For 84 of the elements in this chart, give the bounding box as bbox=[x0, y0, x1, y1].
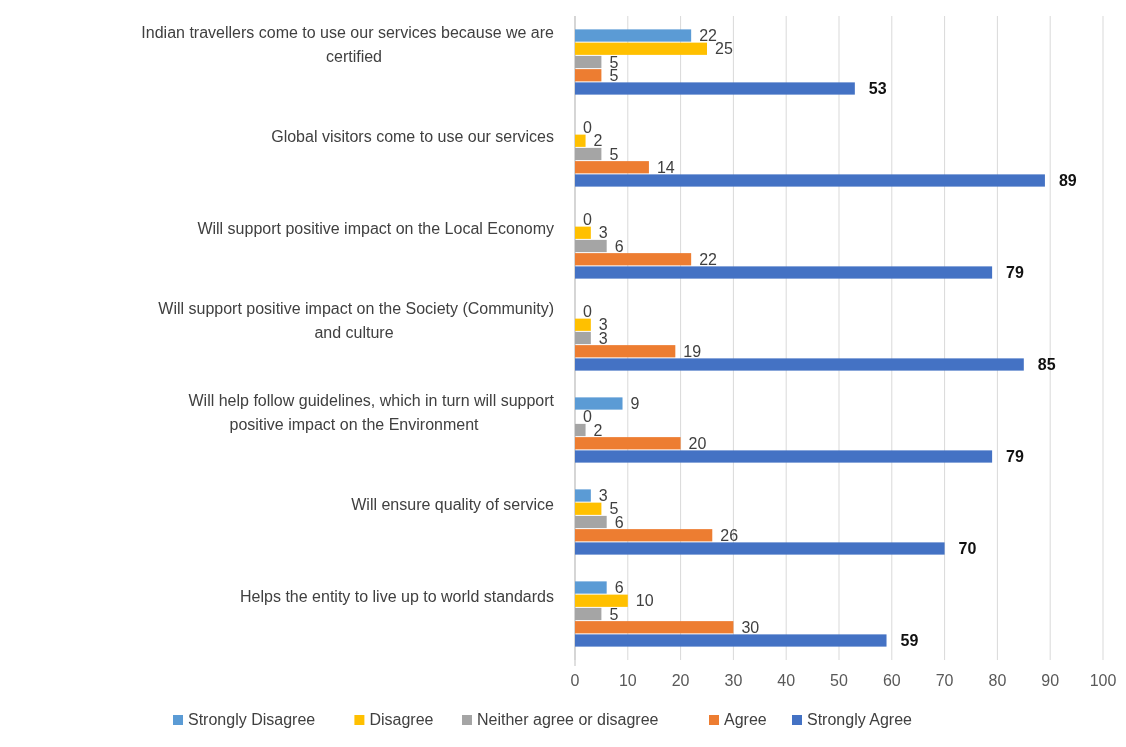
data-label: 53 bbox=[868, 80, 887, 97]
data-label: 70 bbox=[958, 540, 977, 557]
data-label: 3 bbox=[598, 224, 608, 242]
bar bbox=[575, 147, 602, 161]
data-label: 14 bbox=[656, 158, 675, 176]
x-tick-label: 10 bbox=[618, 672, 637, 689]
data-label: 89 bbox=[1058, 172, 1077, 189]
x-tick-label: 70 bbox=[935, 672, 954, 689]
bar bbox=[575, 161, 649, 174]
data-label: 3 bbox=[598, 487, 608, 504]
bar bbox=[575, 318, 591, 331]
bar bbox=[575, 437, 681, 450]
data-label: 9 bbox=[630, 395, 640, 412]
y-tick-label: Will support positive impact on the Local Economy bbox=[197, 220, 554, 237]
legend-label: Agree bbox=[724, 711, 767, 728]
y-tick-label: Will help follow guidelines, which in turn will support positive impact on the Environment bbox=[188, 392, 555, 433]
bar bbox=[575, 607, 602, 621]
data-label: 5 bbox=[609, 145, 619, 163]
bar bbox=[575, 450, 993, 463]
x-tick-label: 60 bbox=[882, 672, 901, 689]
data-label: 6 bbox=[614, 513, 624, 531]
bar bbox=[575, 621, 734, 634]
data-label: 25 bbox=[715, 40, 733, 58]
legend-label: Neither agree or disagree bbox=[477, 711, 659, 728]
data-label: 30 bbox=[741, 618, 760, 636]
bar bbox=[575, 55, 602, 69]
bar bbox=[575, 515, 607, 529]
data-label: 5 bbox=[609, 605, 619, 623]
data-label: 19 bbox=[683, 342, 702, 360]
bar bbox=[575, 423, 586, 437]
data-label: 79 bbox=[1006, 264, 1025, 281]
x-tick-label: 0 bbox=[570, 672, 580, 689]
data-label: 59 bbox=[900, 632, 919, 649]
bar bbox=[575, 489, 591, 502]
bar bbox=[575, 542, 945, 555]
y-tick-label: Global visitors come to use our services bbox=[271, 128, 554, 145]
data-label: 20 bbox=[688, 434, 707, 452]
legend-label: Strongly Agree bbox=[807, 711, 913, 728]
bar bbox=[575, 174, 1045, 187]
y-tick-label: Helps the entity to live up to world standards bbox=[240, 588, 554, 605]
data-label: 10 bbox=[635, 592, 654, 610]
legend-label: Strongly Disagree bbox=[188, 711, 316, 728]
y-tick-label: Will support positive impact on the Society (Community) and culture bbox=[158, 300, 554, 341]
data-label: 22 bbox=[699, 250, 718, 268]
bar bbox=[575, 226, 591, 239]
data-label: 79 bbox=[1006, 448, 1025, 465]
data-label: 0 bbox=[583, 408, 592, 426]
data-label: 0 bbox=[583, 119, 592, 136]
bar bbox=[575, 529, 713, 542]
data-label: 3 bbox=[598, 329, 608, 347]
x-tick-label: 100 bbox=[1089, 672, 1117, 689]
y-tick-label: Will ensure quality of service bbox=[351, 496, 555, 513]
bar bbox=[575, 42, 707, 55]
x-tick-label: 40 bbox=[777, 672, 796, 689]
bar bbox=[575, 82, 855, 95]
data-label: 6 bbox=[614, 237, 624, 255]
bar bbox=[575, 134, 586, 147]
data-label: 2 bbox=[593, 421, 603, 439]
x-tick-label: 20 bbox=[671, 672, 690, 689]
bar bbox=[575, 253, 692, 266]
data-label: 26 bbox=[720, 526, 739, 544]
data-label: 2 bbox=[593, 132, 603, 150]
data-label: 6 bbox=[614, 579, 624, 596]
bar bbox=[575, 502, 602, 515]
bar bbox=[575, 266, 993, 279]
bar bbox=[575, 345, 676, 358]
legend-label: Disagree bbox=[369, 711, 434, 728]
bar bbox=[575, 239, 607, 253]
bar bbox=[575, 69, 602, 82]
bar bbox=[575, 29, 692, 42]
y-tick-label: Indian travellers come to use our services because we are certified bbox=[141, 24, 555, 65]
bar bbox=[575, 358, 1024, 371]
bar bbox=[575, 594, 628, 607]
data-label: 85 bbox=[1037, 356, 1056, 373]
data-label: 0 bbox=[583, 303, 592, 320]
data-label: 0 bbox=[583, 211, 592, 228]
bar bbox=[575, 397, 623, 410]
x-tick-label: 90 bbox=[1041, 672, 1060, 689]
bar bbox=[575, 581, 607, 594]
x-tick-label: 50 bbox=[830, 672, 848, 689]
bar bbox=[575, 634, 887, 647]
x-tick-label: 30 bbox=[724, 672, 743, 689]
x-tick-label: 80 bbox=[988, 672, 1007, 689]
bar bbox=[575, 331, 591, 345]
